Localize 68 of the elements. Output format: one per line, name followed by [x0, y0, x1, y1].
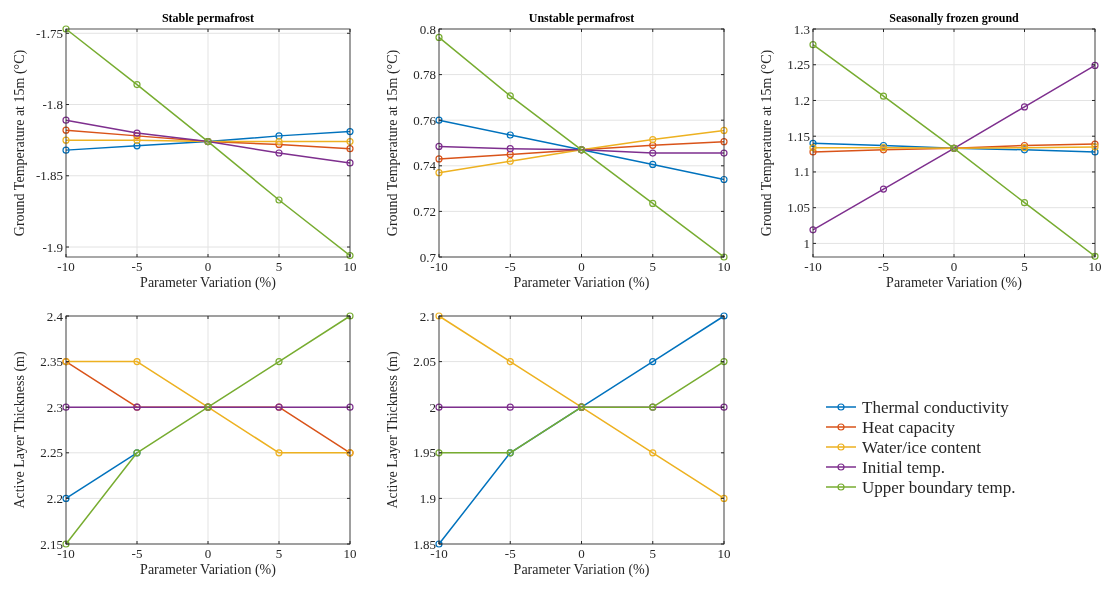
y-tick-label: -1.85: [35, 168, 63, 184]
x-axis-title: Parameter Variation (%): [140, 562, 277, 578]
y-axis-title: Active Layer Thickness (m): [385, 351, 401, 509]
x-tick-label: 10: [343, 546, 357, 561]
x-tick-label: 0: [204, 259, 212, 274]
y-tick-label: 1.3: [793, 21, 810, 37]
legend-label: Upper boundary temp.: [862, 477, 1016, 497]
y-tick-label: 1: [803, 235, 810, 251]
y-tick-label: 1.2: [793, 93, 810, 109]
x-axis-title: Parameter Variation (%): [513, 275, 650, 291]
y-tick-label: 0.8: [419, 21, 436, 37]
y-tick-label: 2.25: [40, 445, 63, 461]
chart-title: Unstable permafrost: [528, 11, 635, 25]
y-axis-title: Active Layer Thickness (m): [12, 351, 28, 509]
y-axis-title: Ground Temperature at 15m (°C): [12, 49, 28, 237]
x-tick-label: -5: [504, 546, 516, 561]
y-tick-label: 1.85: [413, 536, 436, 552]
x-tick-label: 0: [578, 259, 585, 274]
legend-label: Water/ice content: [862, 437, 982, 457]
y-tick-label: 2.2: [46, 490, 63, 506]
x-tick-label: -5: [131, 259, 143, 274]
y-tick-label: 0.76: [413, 112, 437, 128]
x-axis-title: Parameter Variation (%): [140, 275, 277, 291]
x-tick-label: 10: [343, 259, 357, 274]
y-tick-label: 0.72: [413, 203, 436, 219]
y-tick-label: 2.15: [40, 536, 63, 552]
x-axis-title: Parameter Variation (%): [886, 275, 1023, 291]
chart-title: Stable permafrost: [161, 11, 255, 25]
x-tick-label: 0: [950, 259, 958, 274]
legend-label: Heat capacity: [862, 417, 956, 437]
legend-label: Initial temp.: [862, 457, 946, 477]
y-tick-label: 1.95: [413, 445, 436, 461]
x-tick-label: -10: [57, 259, 75, 274]
y-tick-label: 0.74: [413, 158, 437, 174]
x-tick-label: 5: [649, 259, 656, 274]
y-tick-label: 1.05: [787, 200, 810, 216]
legend-label: Thermal conductivity: [862, 397, 1010, 417]
y-tick-label: 1.15: [787, 128, 810, 144]
y-axis-title: Ground Temperature at 15m (°C): [759, 49, 775, 237]
x-tick-label: 5: [275, 546, 283, 561]
x-tick-label: 10: [717, 259, 731, 274]
y-tick-label: 2.35: [40, 354, 63, 370]
x-tick-label: 10: [717, 546, 731, 561]
y-tick-label: -1.8: [42, 97, 63, 113]
chart-title: Seasonally frozen ground: [889, 11, 1020, 25]
y-tick-label: 2.4: [46, 308, 64, 324]
y-tick-label: -1.75: [35, 25, 63, 41]
y-axis-title: Ground Temperature at 15m (°C): [385, 49, 401, 237]
y-tick-label: 1.9: [419, 490, 436, 506]
x-tick-label: 0: [204, 546, 212, 561]
y-tick-label: 2.3: [46, 399, 63, 415]
y-tick-label: 1.25: [787, 57, 810, 73]
x-tick-label: 10: [1088, 259, 1102, 274]
x-axis-title: Parameter Variation (%): [513, 562, 650, 578]
x-tick-label: -5: [504, 259, 516, 274]
x-tick-label: 5: [649, 546, 656, 561]
x-tick-label: 5: [275, 259, 283, 274]
y-tick-label: 2.1: [419, 308, 436, 324]
x-tick-label: 0: [578, 546, 585, 561]
x-tick-label: -5: [131, 546, 143, 561]
y-tick-label: -1.9: [42, 239, 63, 255]
y-tick-label: 1.1: [793, 164, 810, 180]
y-tick-label: 2.05: [413, 354, 436, 370]
x-tick-label: -10: [804, 259, 822, 274]
x-tick-label: -5: [878, 259, 889, 274]
y-tick-label: 2: [429, 399, 436, 415]
x-tick-label: 5: [1021, 259, 1028, 274]
y-tick-label: 0.78: [413, 67, 436, 83]
